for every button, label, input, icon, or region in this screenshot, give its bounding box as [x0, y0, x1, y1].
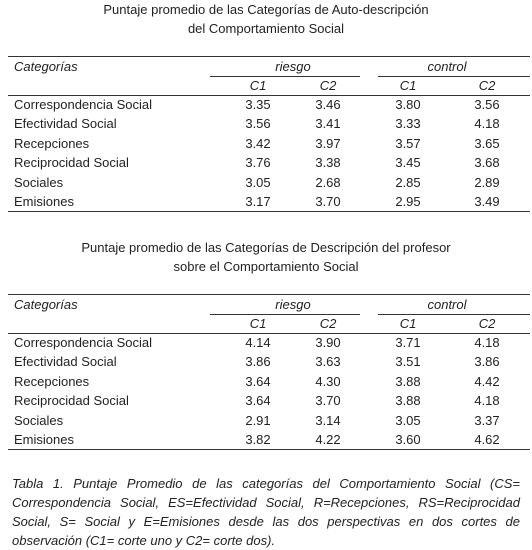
cell: 3.14	[315, 412, 341, 428]
cell: 3.05	[395, 412, 421, 428]
row-label: Recepciones	[14, 135, 90, 151]
cell: 3.42	[245, 135, 271, 151]
cell: 3.76	[245, 155, 271, 171]
cell: 3.05	[245, 174, 271, 190]
cell: 3.60	[395, 432, 421, 447]
rule	[8, 449, 530, 450]
row-label: Emisiones	[14, 432, 74, 447]
cell: 3.33	[395, 116, 421, 132]
row-label: Efectividad Social	[14, 116, 117, 132]
cell: 3.64	[245, 373, 271, 389]
cell: 2.85	[395, 174, 421, 190]
cell: 3.70	[315, 194, 341, 209]
cell: 3.82	[245, 432, 271, 447]
cell: 4.14	[245, 335, 271, 350]
cell: 2.91	[245, 412, 271, 428]
rule	[8, 95, 530, 96]
subcolumn-header: C2	[319, 316, 337, 331]
cell: 3.49	[474, 194, 500, 209]
table-title: del Comportamiento Social	[187, 21, 345, 36]
rule	[8, 211, 530, 212]
table-title: Puntaje promedio de las Categorías de Au…	[103, 2, 429, 17]
row-label: Sociales	[14, 174, 64, 190]
row-label: Correspondencia Social	[14, 335, 153, 350]
subcolumn-header: C2	[478, 78, 496, 93]
cell: 3.38	[315, 155, 341, 171]
cell: 3.45	[395, 155, 421, 171]
cell: 3.97	[315, 135, 341, 151]
row-label: Efectividad Social	[14, 354, 117, 370]
cell: 3.17	[245, 194, 271, 209]
cell: 4.18	[474, 393, 500, 409]
rule	[210, 314, 360, 315]
rule	[8, 56, 530, 57]
cell: 3.57	[395, 135, 421, 151]
cell: 3.86	[474, 354, 500, 370]
rule	[378, 314, 530, 315]
cell: 3.88	[395, 373, 421, 389]
cell: 3.56	[245, 116, 271, 132]
cell: 2.68	[315, 174, 341, 190]
cell: 3.71	[395, 335, 421, 350]
cell: 3.70	[315, 393, 341, 409]
rule	[8, 333, 530, 334]
rule	[210, 76, 360, 77]
cell: 3.65	[474, 135, 500, 151]
row-label: Correspondencia Social	[14, 97, 153, 112]
group-header: control	[427, 59, 467, 74]
group-header: riesgo	[275, 297, 311, 312]
subcolumn-header: C1	[249, 316, 267, 331]
rule	[8, 294, 530, 295]
row-label: Reciprocidad Social	[14, 393, 129, 409]
caption: Tabla 1. Puntaje Promedio de las categor…	[12, 476, 520, 548]
subcolumn-header: C1	[399, 316, 417, 331]
cell: 3.56	[474, 97, 500, 112]
group-header: riesgo	[275, 59, 311, 74]
subcolumn-header: C1	[249, 78, 267, 93]
cell: 3.37	[474, 412, 500, 428]
cell: 2.95	[395, 194, 421, 209]
subcolumn-header: C2	[478, 316, 496, 331]
cell: 3.64	[245, 393, 271, 409]
cell: 3.51	[395, 354, 421, 370]
cell: 4.18	[474, 335, 500, 350]
cell: 3.86	[245, 354, 271, 370]
cell: 4.22	[315, 432, 341, 447]
header: Categorías	[14, 297, 78, 312]
cell: 3.80	[395, 97, 421, 112]
row-label: Sociales	[14, 412, 64, 428]
row-label: Emisiones	[14, 194, 74, 209]
cell: 3.68	[474, 155, 500, 171]
cell: 3.88	[395, 393, 421, 409]
group-header: control	[427, 297, 467, 312]
row-label: Reciprocidad Social	[14, 155, 129, 171]
cell: 4.30	[315, 373, 341, 389]
cell: 2.89	[474, 174, 500, 190]
table-title: sobre el Comportamiento Social	[173, 259, 359, 274]
rule	[378, 76, 530, 77]
subcolumn-header: C2	[319, 78, 337, 93]
cell: 3.63	[315, 354, 341, 370]
table-title: Puntaje promedio de las Categorías de De…	[81, 240, 451, 255]
cell: 3.46	[315, 97, 341, 112]
header: Categorías	[14, 59, 78, 74]
cell: 4.62	[474, 432, 500, 447]
cell: 3.41	[315, 116, 341, 132]
cell: 3.90	[315, 335, 341, 350]
cell: 3.35	[245, 97, 271, 112]
subcolumn-header: C1	[399, 78, 417, 93]
cell: 4.42	[474, 373, 500, 389]
cell: 4.18	[474, 116, 500, 132]
row-label: Recepciones	[14, 373, 90, 389]
